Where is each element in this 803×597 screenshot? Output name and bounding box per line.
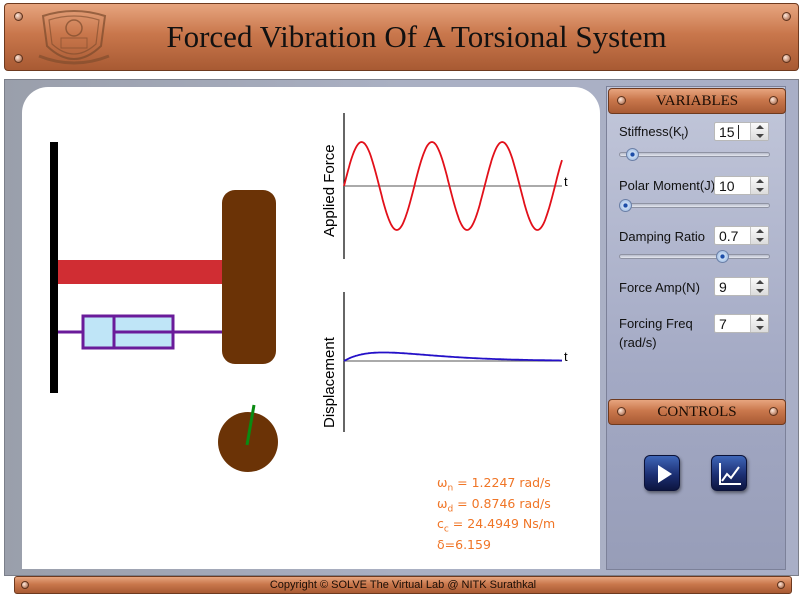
damping-ratio-slider[interactable] <box>619 250 770 263</box>
play-button[interactable] <box>644 455 680 491</box>
force-amp-stepper-arrows[interactable] <box>750 278 768 295</box>
force-axis-label: Applied Force <box>321 144 338 237</box>
slider-track[interactable] <box>619 203 770 208</box>
polar-moment-stepper[interactable]: 10 <box>714 176 769 195</box>
log-decrement-readout: δ=6.159 <box>437 537 491 552</box>
slider-track[interactable] <box>619 254 770 259</box>
forcing-freq-label-line2: (rad/s) <box>619 335 657 350</box>
slider-track[interactable] <box>619 152 770 157</box>
polar-moment-value[interactable]: 10 <box>719 178 735 194</box>
displacement-axis-label: Displacement <box>321 336 338 428</box>
angle-indicator <box>245 404 256 446</box>
forcing-freq-stepper-arrows[interactable] <box>750 315 768 332</box>
forcing-freq-stepper[interactable]: 7 <box>714 314 769 333</box>
controls-heading: CONTROLS <box>608 399 786 425</box>
rivet <box>777 581 785 589</box>
slider-thumb[interactable] <box>716 250 730 263</box>
forcing-freq-label-line1: Forcing Freq <box>619 316 693 331</box>
rivet <box>14 12 23 21</box>
simulation-scene: t Applied Force t Displacement <box>50 113 568 472</box>
stiffness-value[interactable]: 15 <box>719 124 735 140</box>
rivet <box>769 407 778 416</box>
rivet <box>782 54 791 63</box>
displacement-curve <box>343 351 562 362</box>
damping-ratio-value[interactable]: 0.7 <box>719 228 739 244</box>
polar-moment-stepper-arrows[interactable] <box>750 177 768 194</box>
arrow-down-icon[interactable] <box>755 288 764 293</box>
nitk-logo-icon <box>38 10 110 65</box>
displacement-graph: t Displacement <box>321 292 568 432</box>
polar-moment-label: Polar Moment(J) <box>619 178 716 193</box>
stiffness-stepper-arrows[interactable] <box>750 123 768 140</box>
rivet <box>617 407 626 416</box>
damping-ratio-label: Damping Ratio <box>619 229 705 244</box>
graph-button[interactable] <box>711 455 747 491</box>
line-graph-icon <box>719 463 741 485</box>
slider-thumb[interactable] <box>619 199 632 212</box>
force-time-label: t <box>564 174 568 189</box>
displacement-time-label: t <box>564 349 568 364</box>
damping-ratio-stepper-arrows[interactable] <box>750 227 768 244</box>
simulation-canvas: t Applied Force t Displacement <box>22 87 600 569</box>
text-caret <box>738 125 739 139</box>
variables-heading: VARIABLES <box>608 88 786 114</box>
rotor-disc <box>222 190 276 364</box>
play-icon <box>658 465 672 483</box>
force-amp-label: Force Amp(N) <box>619 280 700 295</box>
slider-thumb[interactable] <box>625 148 639 161</box>
force-amp-stepper[interactable]: 9 <box>714 277 769 296</box>
forcing-freq-label: Forcing Freq (rad/s) <box>619 316 693 351</box>
damped-frequency-readout: ωd = 0.8746 rad/s <box>437 496 551 515</box>
force-amp-value[interactable]: 9 <box>719 279 727 295</box>
arrow-down-icon[interactable] <box>755 237 764 242</box>
forcing-freq-value[interactable]: 7 <box>719 316 727 332</box>
torsion-shaft <box>58 260 224 284</box>
arrow-down-icon[interactable] <box>755 325 764 330</box>
arrow-up-icon[interactable] <box>755 125 764 130</box>
variables-heading-text: VARIABLES <box>655 92 739 109</box>
rivet <box>21 581 29 589</box>
arrow-down-icon[interactable] <box>755 133 764 138</box>
critical-damping-readout: cc = 24.4949 Ns/m <box>437 516 556 535</box>
arrow-up-icon[interactable] <box>755 280 764 285</box>
rivet <box>782 12 791 21</box>
applied-force-curve <box>343 141 563 231</box>
fixed-wall <box>50 142 58 393</box>
controls-heading-text: CONTROLS <box>657 403 737 420</box>
stiffness-stepper[interactable]: 15 <box>714 122 769 141</box>
arrow-up-icon[interactable] <box>755 229 764 234</box>
torsional-damper <box>58 314 222 350</box>
damping-ratio-stepper[interactable]: 0.7 <box>714 226 769 245</box>
arrow-up-icon[interactable] <box>755 317 764 322</box>
stiffness-slider[interactable] <box>619 148 770 161</box>
natural-frequency-readout: ωn = 1.2247 rad/s <box>437 475 551 494</box>
arrow-down-icon[interactable] <box>755 187 764 192</box>
applied-force-graph: t Applied Force <box>321 113 568 259</box>
copyright-text: Copyright © SOLVE The Virtual Lab @ NITK… <box>269 579 537 591</box>
stiffness-label: Stiffness(Kt) <box>619 124 689 142</box>
page-title: Forced Vibration Of A Torsional System <box>166 19 667 54</box>
rivet <box>769 96 778 105</box>
footer-bar: Copyright © SOLVE The Virtual Lab @ NITK… <box>14 576 792 594</box>
header-bar: Forced Vibration Of A Torsional System <box>4 3 799 71</box>
rivet <box>617 96 626 105</box>
polar-moment-slider[interactable] <box>619 199 770 212</box>
arrow-up-icon[interactable] <box>755 179 764 184</box>
rivet <box>14 54 23 63</box>
